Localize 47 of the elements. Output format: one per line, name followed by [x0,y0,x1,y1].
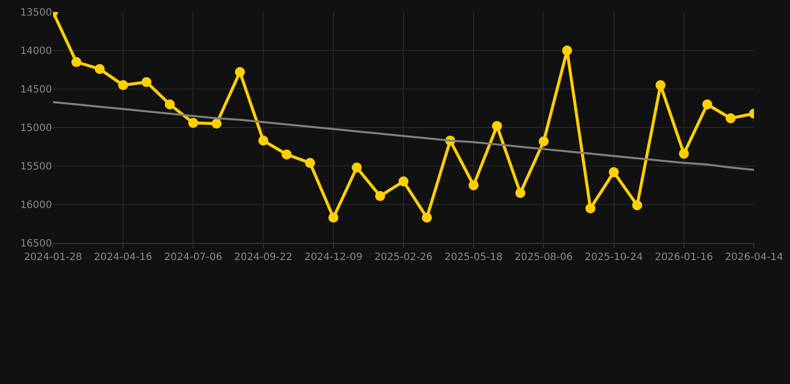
y-tick-label: 14000 [20,46,52,57]
point [71,57,82,68]
point [141,77,152,88]
point [468,180,479,190]
point [398,176,408,186]
point [328,212,338,223]
point [118,80,128,90]
x-tick-label: 2024-04-16 [94,252,152,263]
point [515,188,526,198]
y-tick-label: 16000 [20,200,52,211]
y-tick-label: 16500 [20,238,52,250]
point [702,99,712,110]
point [585,203,596,214]
x-tick-label: 2024-07-06 [164,252,222,263]
y-tick-label: 13500 [20,8,52,18]
x-tick-label: 2026-04-14 [724,252,784,263]
y-tick-label: 14500 [20,84,52,96]
x-tick-label: 2024-12-09 [304,252,362,263]
point [632,200,642,210]
x-tick-label: 2024-01-28 [24,252,82,263]
x-tick-label: 2025-10-24 [584,252,643,263]
point [608,167,619,178]
point [164,99,175,110]
point [726,113,736,124]
line-series [53,101,754,171]
point [492,120,502,131]
point [258,136,268,146]
point [212,118,222,129]
point [234,67,245,78]
point [678,148,689,159]
x-tick-label: 2024-09-22 [234,252,292,263]
point [352,162,362,173]
x-tick-label: 2025-02-26 [374,252,433,263]
point [94,64,105,74]
point [305,158,316,168]
point [562,46,572,56]
x-tick-label: 2025-08-06 [514,252,573,263]
point [656,80,666,90]
point [538,136,549,146]
x-tick-label: 2026-01-16 [654,252,713,263]
point [188,118,198,128]
x-tick-label: 2025-05-18 [444,252,503,263]
y-tick-label: 15000 [20,123,52,134]
y-tick-label: 15500 [20,162,52,172]
point [282,149,292,160]
point [375,191,386,202]
point [422,212,432,223]
